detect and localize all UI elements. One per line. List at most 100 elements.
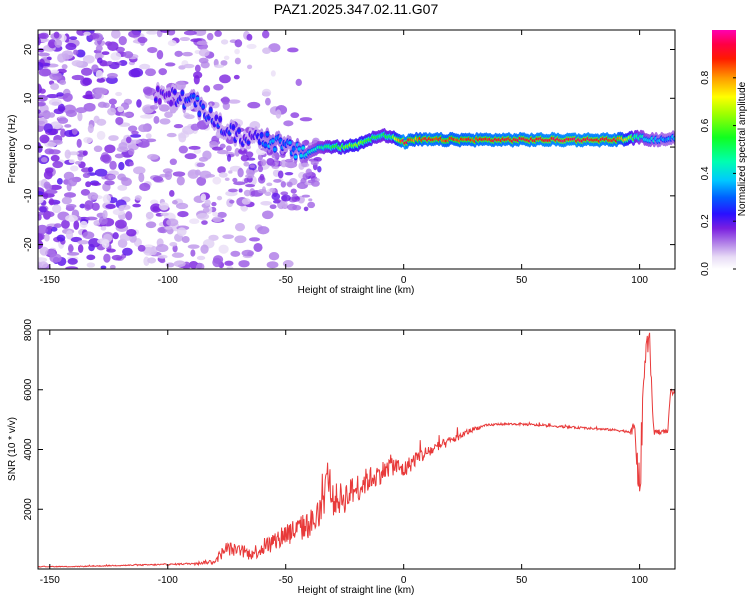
spectrogram-noise-blob xyxy=(188,261,199,269)
spectrogram-y-tick-label: 20 xyxy=(23,44,34,56)
spectrogram-noise-blob xyxy=(87,166,94,173)
spectrogram-noise-blob xyxy=(61,196,72,205)
spectrogram-noise-blob xyxy=(190,123,201,131)
spectrogram-noise-blob xyxy=(147,153,159,160)
spectrogram-noise-blob xyxy=(48,149,61,155)
spectrogram-noise-blob xyxy=(281,201,288,209)
spectrogram-ridge-core xyxy=(191,94,196,98)
spectrogram-noise-blob xyxy=(119,112,133,117)
spectrogram-noise-blob xyxy=(145,133,152,139)
spectrogram-ridge-core xyxy=(197,112,202,116)
spectrogram-noise-blob xyxy=(238,188,243,193)
spectrogram-noise-blob xyxy=(64,124,72,128)
spectrogram-noise-blob xyxy=(171,252,185,258)
spectrogram-image xyxy=(38,30,675,269)
spectrogram-noise-blob xyxy=(273,178,282,183)
spectrogram-noise-blob xyxy=(287,47,299,53)
spectrogram-ridge-core xyxy=(207,115,211,120)
spectrogram-noise-blob xyxy=(79,203,86,209)
spectrogram-noise-blob xyxy=(49,71,62,81)
spectrogram-noise-blob xyxy=(85,181,92,188)
colorbar-tick-label: 0.8 xyxy=(700,70,711,84)
spectrogram-noise-blob xyxy=(225,145,232,152)
spectrogram-noise-blob xyxy=(57,117,69,124)
spectrogram-noise-blob xyxy=(108,98,117,105)
spectrogram-noise-blob xyxy=(164,226,173,230)
spectrogram-noise-blob xyxy=(65,42,77,51)
spectrogram-noise-blob xyxy=(187,169,199,179)
spectrogram-noise-blob xyxy=(65,214,78,222)
spectrogram-noise-blob xyxy=(173,124,184,129)
spectrogram-noise-blob xyxy=(91,64,99,73)
spectrogram-noise-blob xyxy=(112,232,119,240)
spectrogram-noise-blob xyxy=(74,160,81,165)
spectrogram-noise-blob xyxy=(38,102,46,107)
spectrogram-noise-blob xyxy=(50,83,60,91)
spectrogram-noise-blob xyxy=(82,77,93,86)
spectrogram-noise-blob xyxy=(137,141,150,148)
spectrogram-noise-blob xyxy=(38,112,47,117)
snr-x-axis: -150 -100 -50 0 50 100 xyxy=(40,330,648,586)
spectrogram-noise-blob xyxy=(38,68,52,77)
spectrogram-noise-blob xyxy=(243,189,251,197)
snr-x-tick-label: -150 xyxy=(40,575,60,586)
spectrogram-ridge-core xyxy=(169,101,173,105)
spectrogram-noise-blob xyxy=(56,177,63,185)
spectrogram-noise-blob xyxy=(233,181,246,186)
spectrogram-ridge-core xyxy=(154,97,158,102)
spectrogram-noise-blob xyxy=(167,40,177,47)
spectrogram-ridge-core xyxy=(259,133,264,138)
spectrogram-noise-blob xyxy=(160,212,169,217)
spectrogram-noise-blob xyxy=(97,57,103,64)
spectrogram-noise-blob xyxy=(159,118,171,125)
spectrogram-noise-blob xyxy=(84,200,94,210)
spectrogram-noise-blob xyxy=(145,221,157,229)
spectrogram-y-axis: -20 -10 0 10 20 xyxy=(23,44,675,252)
spectrogram-noise-blob xyxy=(38,109,41,114)
spectrogram-noise-blob xyxy=(282,259,294,268)
spectrogram-noise-blob xyxy=(198,57,209,64)
spectrogram-noise-blob xyxy=(52,204,62,213)
spectrogram-noise-blob xyxy=(212,176,222,185)
spectrogram-noise-blob xyxy=(38,117,48,127)
spectrogram-noise-blob xyxy=(94,168,108,177)
spectrogram-noise-blob xyxy=(234,222,246,232)
spectrogram-ridge-core xyxy=(214,116,219,120)
spectrogram-noise-blob xyxy=(179,36,191,42)
spectrogram-noise-blob xyxy=(90,182,102,186)
spectrogram-noise-blob xyxy=(54,223,62,228)
spectrogram-noise-blob xyxy=(158,104,170,112)
spectrogram-x-tick-label: 100 xyxy=(631,275,648,286)
spectrogram-noise-blob xyxy=(234,235,247,244)
spectrogram-noise-blob xyxy=(193,30,207,37)
snr-y-tick-label: 4000 xyxy=(23,438,34,461)
spectrogram-noise-blob xyxy=(262,30,270,39)
spectrogram-noise-blob xyxy=(224,260,234,266)
spectrogram-noise-blob xyxy=(218,172,228,178)
spectrogram-ridge-core xyxy=(195,96,200,101)
spectrogram-noise-blob xyxy=(101,51,110,56)
spectrogram-noise-blob xyxy=(178,145,189,154)
spectrogram-noise-blob xyxy=(128,69,141,78)
spectrogram-noise-blob xyxy=(277,170,284,179)
spectrogram-noise-blob xyxy=(109,160,117,170)
spectrogram-noise-blob xyxy=(219,143,226,149)
spectrogram-noise-blob xyxy=(234,57,241,65)
spectrogram-noise-blob xyxy=(106,60,113,65)
spectrogram-noise-blob xyxy=(132,203,142,208)
spectrogram-noise-blob xyxy=(134,195,142,201)
spectrogram-noise-blob xyxy=(246,64,253,70)
spectrogram-noise-blob xyxy=(181,236,190,243)
spectrogram-noise-blob xyxy=(156,50,164,60)
spectrogram-noise-blob xyxy=(189,218,200,225)
spectrogram-noise-blob xyxy=(80,188,91,196)
spectrogram-noise-blob xyxy=(38,37,41,46)
colorbar-gradient xyxy=(712,30,736,269)
spectrogram-noise-blob xyxy=(104,144,116,154)
spectrogram-noise-blob xyxy=(54,39,63,48)
spectrogram-noise-blob xyxy=(169,190,175,197)
spectrogram-noise-blob xyxy=(164,170,173,181)
spectrogram-ridge-core xyxy=(173,90,177,94)
spectrogram-noise-blob xyxy=(199,170,212,179)
